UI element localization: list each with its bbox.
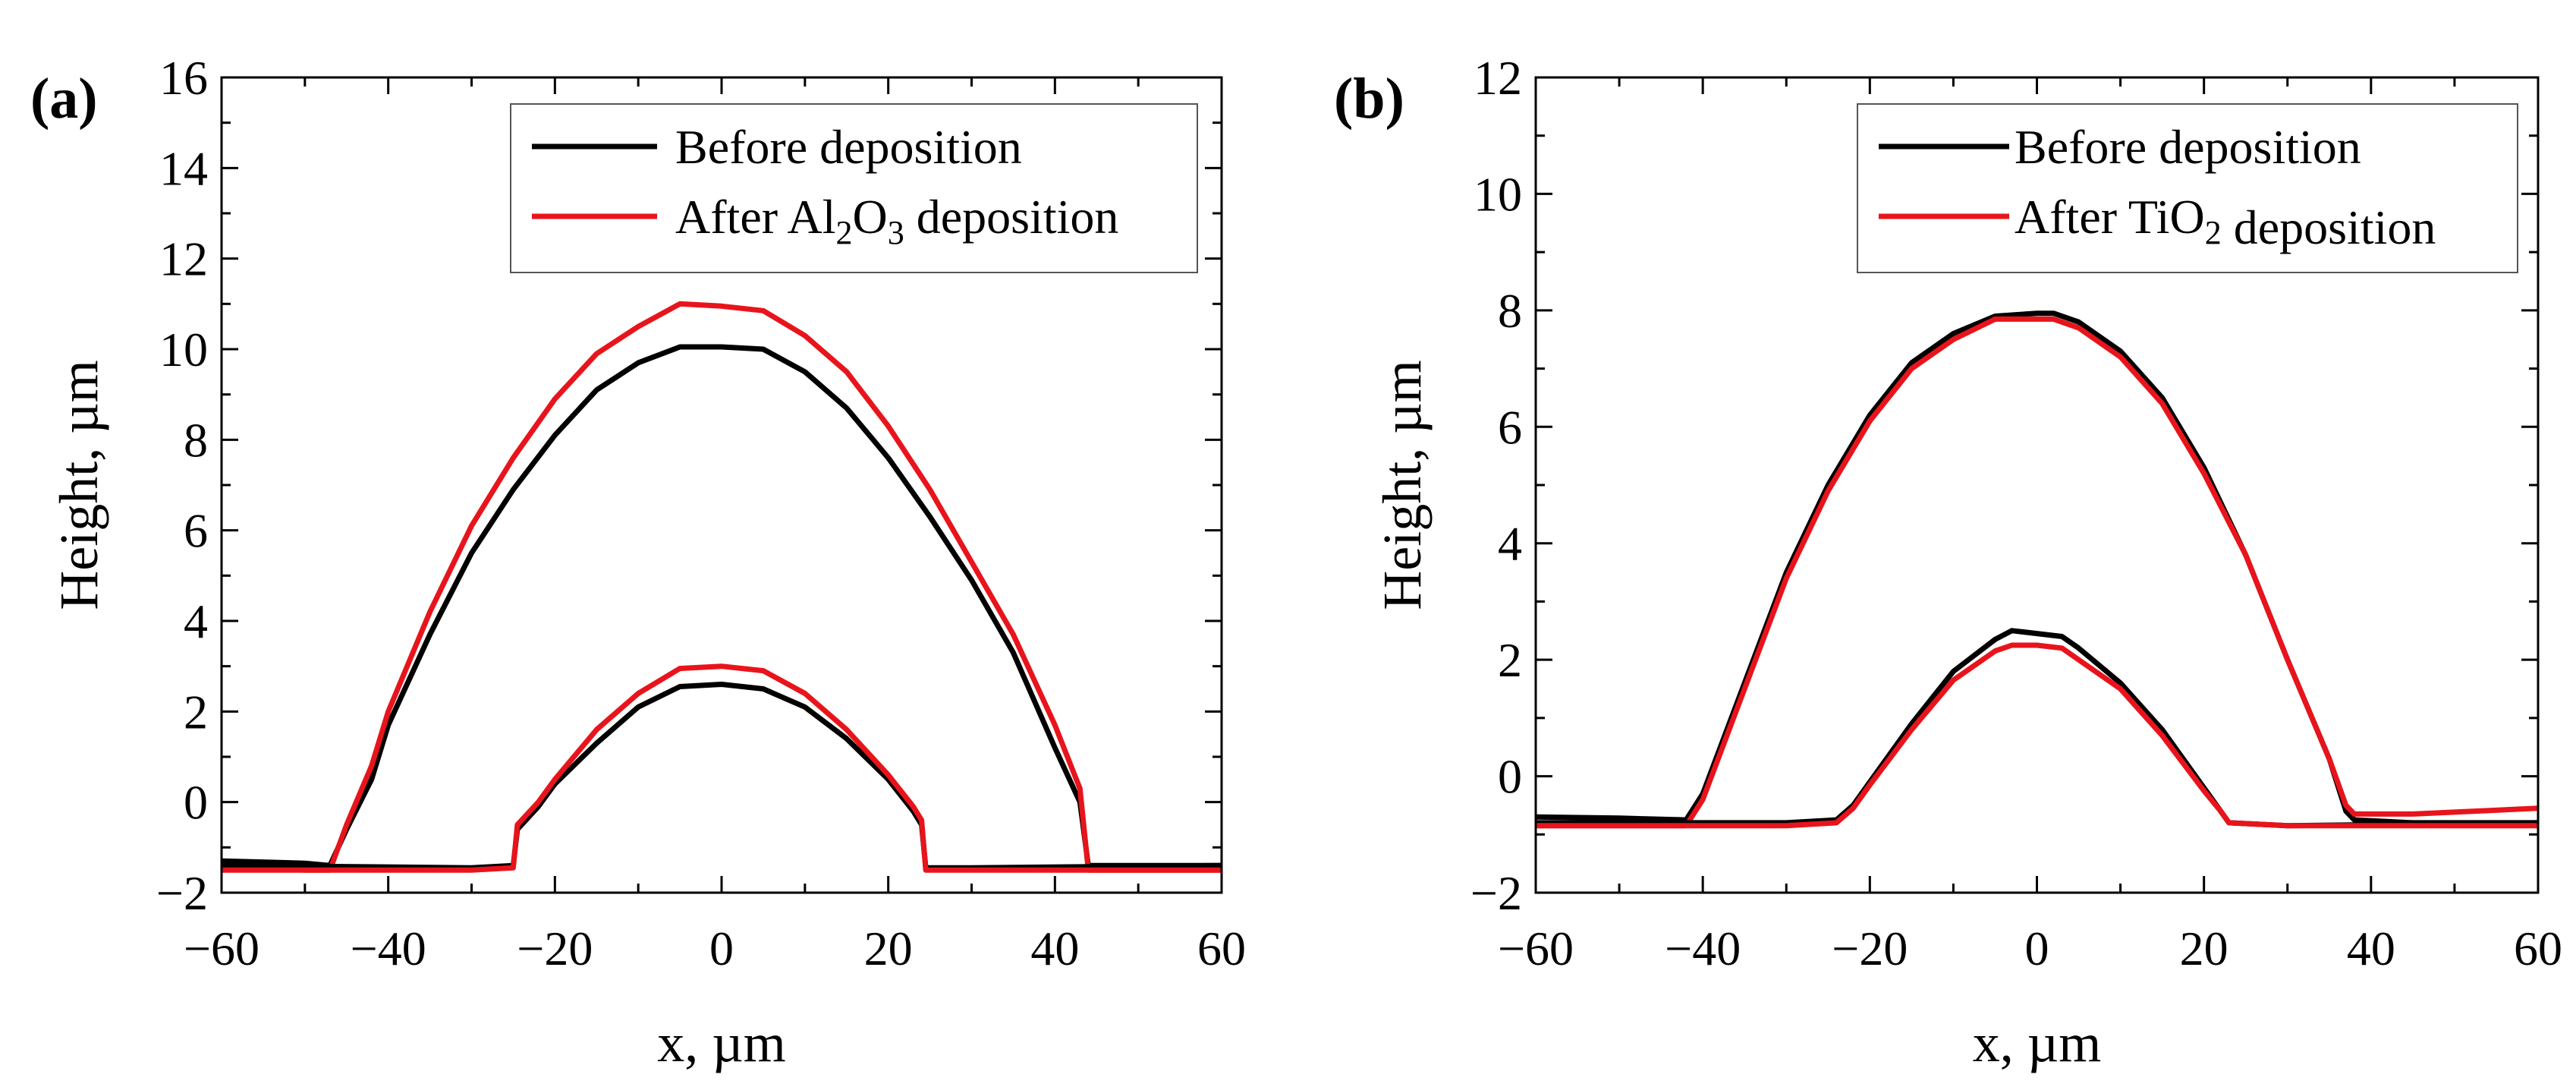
y-tick-label: 14 (159, 141, 208, 195)
series-line-1 (1536, 316, 2538, 829)
y-tick-label: 6 (1498, 400, 1522, 454)
legend-label-0: Before deposition (2015, 120, 2361, 174)
legend: Before deposition After TiO2 deposition (1857, 103, 2518, 273)
y-tick-label: 4 (184, 594, 208, 648)
legend-text-part: After TiO (2015, 190, 2205, 244)
legend-label-1: After TiO2 deposition (2015, 190, 2436, 254)
y-tick-label: −2 (156, 866, 208, 920)
y-tick-label: 6 (184, 504, 208, 558)
series-group (222, 301, 1222, 873)
legend-subscript: 2 (836, 214, 853, 251)
y-tick-label: −2 (1470, 866, 1522, 920)
x-axis-title: x, µm (1973, 1013, 2102, 1073)
legend-box (1857, 103, 2518, 273)
y-axis-title: Height, µm (1372, 360, 1433, 610)
x-tick-label: 40 (1030, 922, 1079, 975)
y-tick-label: 10 (159, 323, 208, 377)
x-tick-label: −40 (1665, 922, 1741, 975)
x-tick-label: 60 (1197, 922, 1246, 975)
x-tick-label: 40 (2347, 922, 2395, 975)
x-tick-label: 0 (2025, 922, 2049, 975)
y-tick-label: 0 (184, 776, 208, 830)
series-group (1536, 310, 2538, 829)
x-tick-label: 20 (864, 922, 913, 975)
legend-text-part: deposition (2222, 200, 2436, 254)
x-tick-label: 0 (709, 922, 734, 975)
y-tick-label: 2 (1498, 633, 1522, 687)
y-tick-label: 2 (184, 685, 208, 739)
series-line-1 (222, 301, 1222, 873)
panel-label: (b) (1334, 67, 1404, 131)
x-tick-label: 60 (2514, 922, 2562, 975)
y-tick-label: 16 (159, 51, 208, 105)
x-tick-label: 20 (2180, 922, 2228, 975)
y-tick-label: 8 (1498, 284, 1522, 338)
legend-subscript: 3 (888, 214, 904, 251)
y-tick-label: 8 (184, 413, 208, 467)
legend-label-1: After Al2O3 deposition (675, 190, 1118, 251)
series-line-0 (1536, 310, 2538, 826)
y-tick-label: 0 (1498, 750, 1522, 804)
y-tick-label: 4 (1498, 517, 1522, 571)
legend-text-part: deposition (904, 190, 1119, 244)
x-tick-label: −60 (1498, 922, 1574, 975)
legend: Before deposition After Al2O3 deposition (510, 103, 1198, 273)
x-axis-title: x, µm (657, 1013, 786, 1073)
x-tick-label: −60 (184, 922, 259, 975)
y-axis-title: Height, µm (49, 360, 109, 610)
legend-text-part: After Al (675, 190, 836, 244)
x-tick-label: −20 (517, 922, 593, 975)
legend-box (510, 103, 1198, 273)
x-tick-label: −40 (351, 922, 426, 975)
legend-subscript: 2 (2205, 214, 2222, 251)
series-line-3 (222, 663, 1222, 873)
series-line-2 (1536, 628, 2538, 829)
y-tick-label: 12 (159, 232, 208, 286)
y-tick-label: 12 (1474, 51, 1522, 105)
series-line-3 (1536, 642, 2538, 829)
x-tick-label: −20 (1832, 922, 1908, 975)
panel-label: (a) (30, 67, 98, 131)
legend-label-0: Before deposition (675, 120, 1022, 174)
series-line-0 (222, 344, 1222, 868)
y-tick-label: 10 (1474, 167, 1522, 221)
legend-text-part: O (853, 190, 888, 244)
